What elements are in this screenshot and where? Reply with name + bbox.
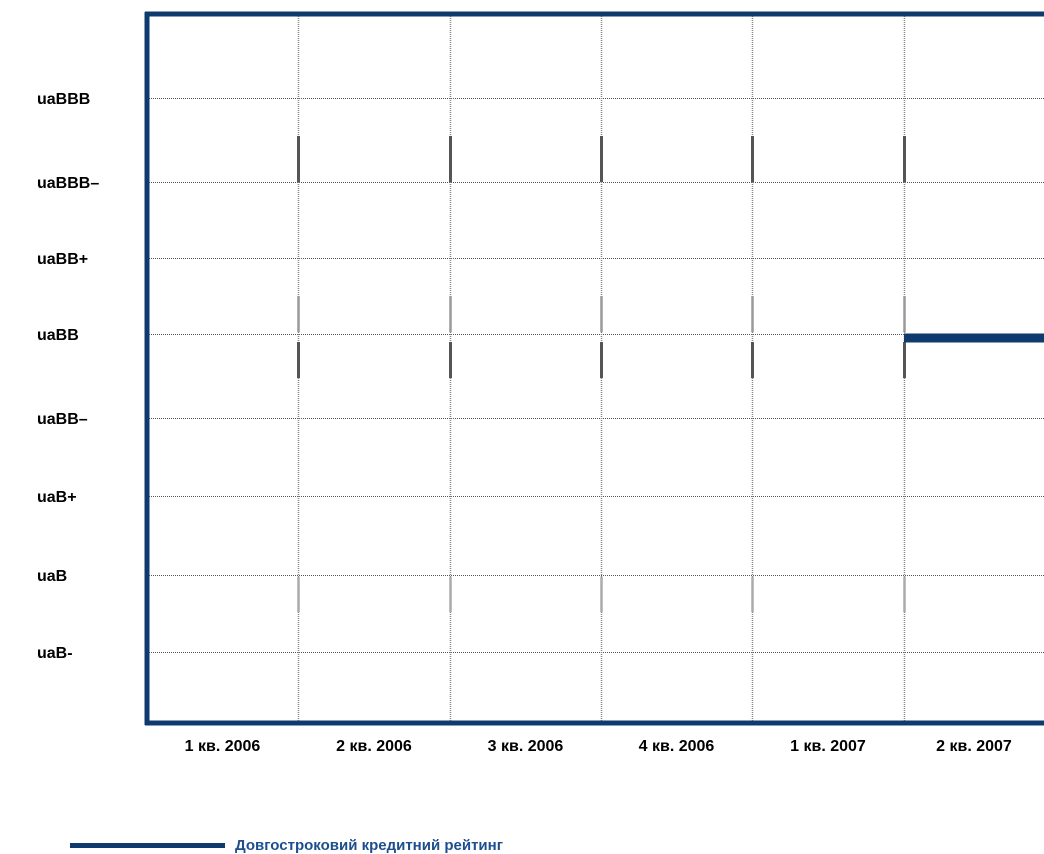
y-tick-label: uaB [37,568,67,585]
legend: Довгостроковий кредитний рейтинг [70,836,503,854]
y-tick-label: uaBBB– [37,175,99,192]
y-axis-tick-labels: uaBBB uaBBB– uaBB+ uaBB uaBB– uaB+ uaB uaB- [37,91,99,662]
x-tick-label: 2 кв. 2007 [936,738,1012,755]
legend-label: Довгостроковий кредитний рейтинг [235,836,503,854]
y-tick-label: uaBBB [37,91,90,108]
y-tick-label: uaBB– [37,411,88,428]
x-tick-label: 2 кв. 2006 [336,738,412,755]
horizontal-gridlines [147,98,1044,653]
legend-swatch [70,842,225,848]
x-tick-label: 1 кв. 2006 [185,738,261,755]
x-axis-tick-labels: 1 кв. 2006 2 кв. 2006 3 кв. 2006 4 кв. 2006… [185,738,1012,755]
y-tick-label: uaBB [37,327,79,344]
y-tick-label: uaB- [37,645,73,662]
x-tick-label: 4 кв. 2006 [639,738,715,755]
vertical-gridlines [297,14,906,722]
y-tick-label: uaBB+ [37,251,88,268]
x-tick-label: 1 кв. 2007 [790,738,866,755]
axes [144,11,1044,726]
y-tick-label: uaB+ [37,489,77,506]
rating-chart: uaBBB uaBBB– uaBB+ uaBB uaBB– uaB+ uaB uaB- 1 к… [37,11,1044,755]
x-tick-label: 3 кв. 2006 [488,738,564,755]
